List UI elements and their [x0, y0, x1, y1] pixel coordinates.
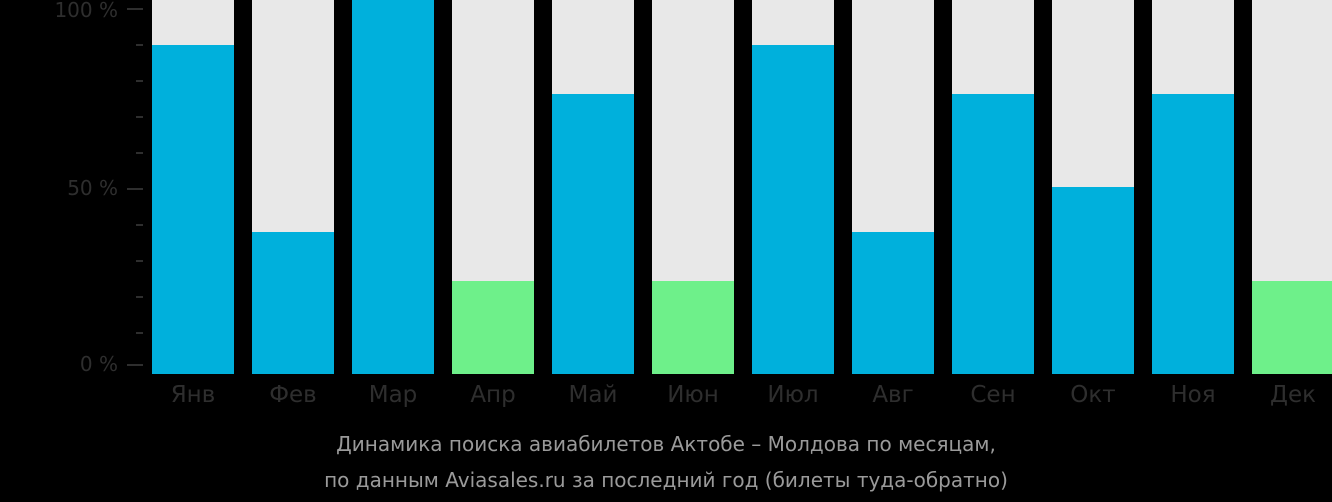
- month-label: Окт: [1070, 382, 1116, 408]
- bar-fill: [1152, 93, 1234, 374]
- bar-fill: [352, 0, 434, 374]
- y-label-100: 100 %: [54, 0, 118, 22]
- tick-minor: [136, 44, 143, 46]
- month-label: Фев: [269, 382, 317, 408]
- bar-track[interactable]: [152, 0, 234, 374]
- tick-minor: [136, 296, 143, 298]
- month-label: Янв: [170, 382, 216, 408]
- month-label: Авг: [872, 382, 914, 408]
- y-label-50: 50 %: [67, 176, 118, 200]
- bar-track[interactable]: [752, 0, 834, 374]
- month-label: Сен: [970, 382, 1016, 408]
- bar-fill: [652, 280, 734, 374]
- tick-minor: [136, 80, 143, 82]
- bar-fill: [452, 280, 534, 374]
- bar-fill: [1252, 280, 1332, 374]
- bar-track[interactable]: [1152, 0, 1234, 374]
- bar-fill: [852, 231, 934, 374]
- month-label: Дек: [1269, 382, 1316, 408]
- month-label: Май: [568, 382, 618, 408]
- bar-track[interactable]: [1052, 0, 1134, 374]
- bar-track[interactable]: [352, 0, 434, 374]
- month-label: Июн: [667, 382, 719, 408]
- bar-fill: [552, 93, 634, 374]
- tick-0: [127, 364, 143, 366]
- month-label: Апр: [470, 382, 516, 408]
- bar-fill: [252, 231, 334, 374]
- caption-line-1: Динамика поиска авиабилетов Актобе – Мол…: [336, 432, 996, 456]
- bar-fill: [952, 93, 1034, 374]
- bar-track[interactable]: [252, 0, 334, 374]
- bar-fill: [1052, 187, 1134, 374]
- bar-track[interactable]: [1252, 0, 1332, 374]
- bar-track[interactable]: [652, 0, 734, 374]
- tick-50: [127, 188, 143, 190]
- tick-minor: [136, 152, 143, 154]
- tick-minor: [136, 332, 143, 334]
- bar-track[interactable]: [452, 0, 534, 374]
- bar-track[interactable]: [952, 0, 1034, 374]
- month-label: Июл: [767, 382, 819, 408]
- tick-minor: [136, 260, 143, 262]
- month-label: Ноя: [1170, 382, 1216, 408]
- caption-line-2: по данным Aviasales.ru за последний год …: [324, 468, 1008, 492]
- bar-track[interactable]: [852, 0, 934, 374]
- tick-minor: [136, 224, 143, 226]
- y-label-0: 0 %: [79, 352, 118, 376]
- bar-track[interactable]: [552, 0, 634, 374]
- bar-fill: [152, 44, 234, 374]
- bar-fill: [752, 44, 834, 374]
- tick-100: [127, 8, 143, 10]
- tick-minor: [136, 116, 143, 118]
- month-label: Мар: [368, 382, 418, 408]
